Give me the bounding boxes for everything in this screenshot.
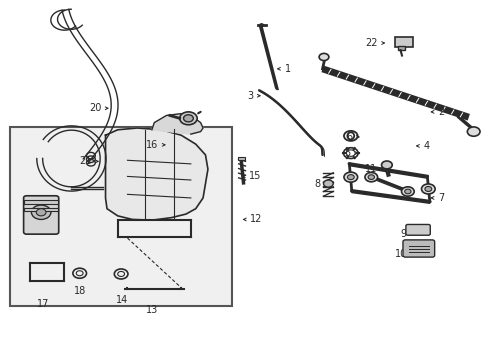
- FancyBboxPatch shape: [23, 196, 59, 234]
- Text: 1: 1: [277, 64, 290, 74]
- FancyBboxPatch shape: [402, 240, 434, 257]
- Circle shape: [346, 175, 353, 180]
- Text: 19: 19: [25, 213, 44, 222]
- Text: 12: 12: [243, 215, 262, 224]
- Text: 7: 7: [430, 193, 444, 203]
- Circle shape: [401, 187, 413, 196]
- Text: 15: 15: [242, 171, 261, 181]
- Circle shape: [364, 172, 377, 182]
- Circle shape: [424, 186, 431, 192]
- Circle shape: [179, 112, 197, 125]
- Text: 13: 13: [145, 305, 158, 315]
- Bar: [24, 200, 58, 204]
- Circle shape: [367, 175, 374, 180]
- Circle shape: [381, 161, 391, 169]
- Circle shape: [323, 180, 332, 187]
- Bar: [237, 157, 245, 160]
- Text: 9: 9: [400, 229, 413, 239]
- FancyArrowPatch shape: [198, 112, 200, 113]
- Circle shape: [319, 53, 328, 60]
- Bar: [24, 208, 58, 211]
- Text: 4: 4: [416, 141, 428, 151]
- Bar: [397, 46, 405, 50]
- Bar: [394, 37, 412, 46]
- Bar: [10, 127, 232, 306]
- Text: 2: 2: [430, 107, 444, 117]
- Text: 21: 21: [79, 156, 98, 166]
- Circle shape: [421, 184, 434, 194]
- Circle shape: [467, 127, 479, 136]
- Circle shape: [183, 115, 193, 122]
- Text: 11: 11: [365, 164, 384, 174]
- Text: 10: 10: [394, 248, 413, 258]
- Polygon shape: [152, 114, 203, 134]
- Text: 5: 5: [344, 148, 357, 158]
- Text: 20: 20: [89, 103, 108, 113]
- Text: 6: 6: [346, 132, 358, 142]
- Text: 3: 3: [246, 91, 260, 101]
- Circle shape: [404, 189, 410, 194]
- Text: 18: 18: [74, 286, 86, 296]
- Text: 22: 22: [365, 38, 384, 48]
- FancyBboxPatch shape: [405, 225, 429, 235]
- Text: 17: 17: [38, 299, 50, 309]
- Polygon shape: [105, 128, 207, 220]
- Text: 14: 14: [115, 296, 127, 306]
- Text: 16: 16: [145, 140, 165, 150]
- Circle shape: [36, 209, 46, 216]
- Circle shape: [31, 205, 51, 220]
- Circle shape: [343, 172, 357, 182]
- Text: 8: 8: [314, 179, 327, 189]
